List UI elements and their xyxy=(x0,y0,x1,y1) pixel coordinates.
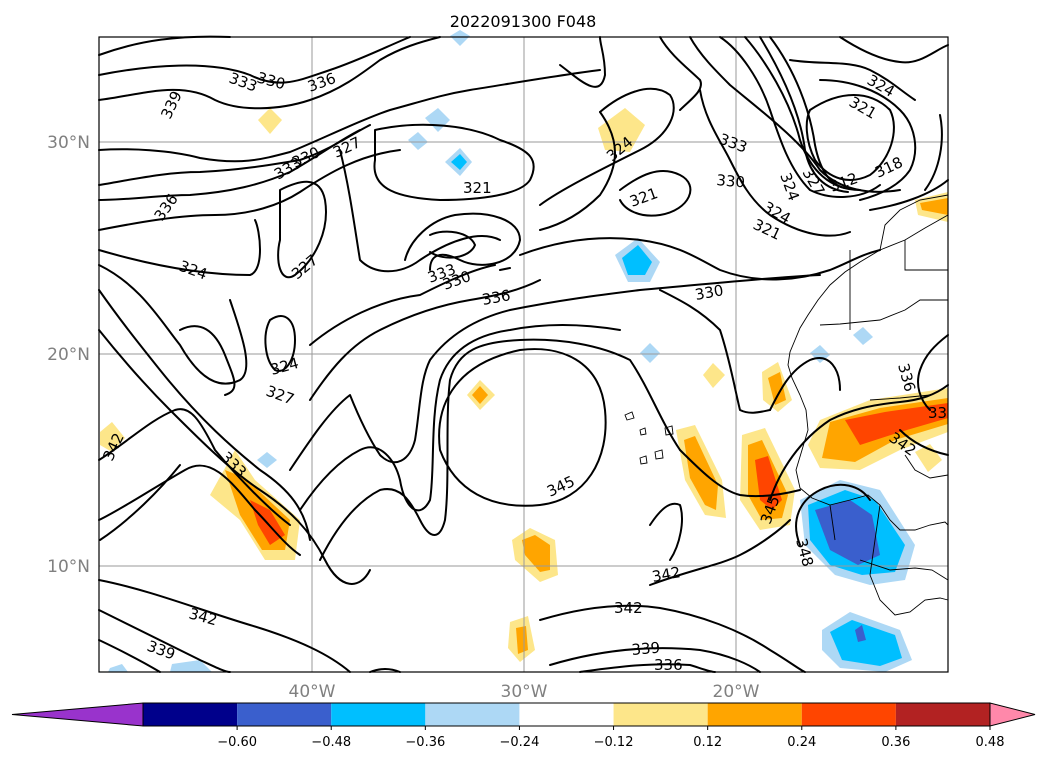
lat-axis: 30°N 20°N 10°N xyxy=(47,133,90,577)
contour-lines xyxy=(98,35,949,673)
contour-label: 345 xyxy=(544,472,578,500)
contour-label: 342 xyxy=(651,563,682,586)
map-title: 2022091300 F048 xyxy=(450,12,597,31)
contour-label: 324 xyxy=(268,354,300,379)
colorbar-frame xyxy=(142,702,991,727)
colorbar-tick-label: −0.60 xyxy=(217,735,257,750)
contour-label: 327 xyxy=(330,133,364,161)
colorbar-over-extension xyxy=(989,702,1036,727)
colorbar-swatch xyxy=(143,703,238,726)
contour-label: 339 xyxy=(157,88,185,122)
contour-label: 336 xyxy=(894,361,919,393)
contour-label: 342 xyxy=(614,599,643,617)
colorbar-tick-label: −0.36 xyxy=(405,735,445,750)
colorbar-swatch xyxy=(801,703,896,726)
contour-label: 327 xyxy=(288,251,322,283)
colorbar-swatch xyxy=(331,703,426,726)
contour-labels: 333 330 336 339 336 330 327 333 327 324 … xyxy=(99,68,947,674)
contour-label: 336 xyxy=(305,69,338,96)
colorbar-swatch xyxy=(707,703,802,726)
contour-label: 333 xyxy=(227,69,260,96)
lon-axis: 40°W 30°W 20°W xyxy=(289,682,760,702)
shaded-anomalies xyxy=(100,30,948,672)
contour-label: 327 xyxy=(264,382,297,409)
gridlines xyxy=(99,37,948,672)
lat-label: 20°N xyxy=(47,345,90,365)
contour-label: 336 xyxy=(654,656,683,674)
contour-label: 333 xyxy=(717,130,750,157)
lat-label: 30°N xyxy=(47,133,90,153)
colorbar-swatch xyxy=(519,703,614,726)
lon-label: 40°W xyxy=(289,682,336,702)
contour-label: 330 xyxy=(694,281,725,304)
contour-label: 321 xyxy=(846,93,880,123)
colorbar-tick-label: 0.36 xyxy=(881,735,910,750)
colorbar-swatch xyxy=(895,703,990,726)
map-frame xyxy=(98,36,949,673)
lon-label: 20°W xyxy=(713,682,760,702)
contour-label: 330 xyxy=(255,68,287,93)
contour-label: 330 xyxy=(716,171,746,191)
contour-label: 312 xyxy=(827,169,860,196)
colorbar-tick-label: −0.48 xyxy=(311,735,351,750)
contour-label: 339 xyxy=(145,637,178,664)
contour-label: 342 xyxy=(187,604,219,629)
lon-label: 30°W xyxy=(501,682,548,702)
contour-label: 336 xyxy=(481,286,512,309)
colorbar-swatch xyxy=(237,703,332,726)
colorbar-under-extension xyxy=(11,702,144,727)
colorbar-tick-label: 0.12 xyxy=(693,735,722,750)
contour-label: 33 xyxy=(928,404,947,422)
contour-label: 321 xyxy=(627,184,660,211)
colorbar-swatch xyxy=(613,703,708,726)
colorbar-swatch xyxy=(425,703,520,726)
colorbar-tick-label: 0.24 xyxy=(787,735,816,750)
contour-label: 318 xyxy=(872,153,906,181)
colorbar: −0.60 −0.48 −0.36 −0.24 −0.12 0.12 0.24 0.36 0.4… xyxy=(11,702,1036,750)
colorbar-tick-label: 0.48 xyxy=(976,735,1005,750)
colorbar-tick-label: −0.12 xyxy=(594,735,634,750)
colorbar-tick-label: −0.24 xyxy=(500,735,540,750)
contour-label: 339 xyxy=(631,639,661,659)
contour-label: 321 xyxy=(463,179,492,197)
contour-label: 324 xyxy=(177,257,210,284)
lat-label: 10°N xyxy=(47,557,90,577)
